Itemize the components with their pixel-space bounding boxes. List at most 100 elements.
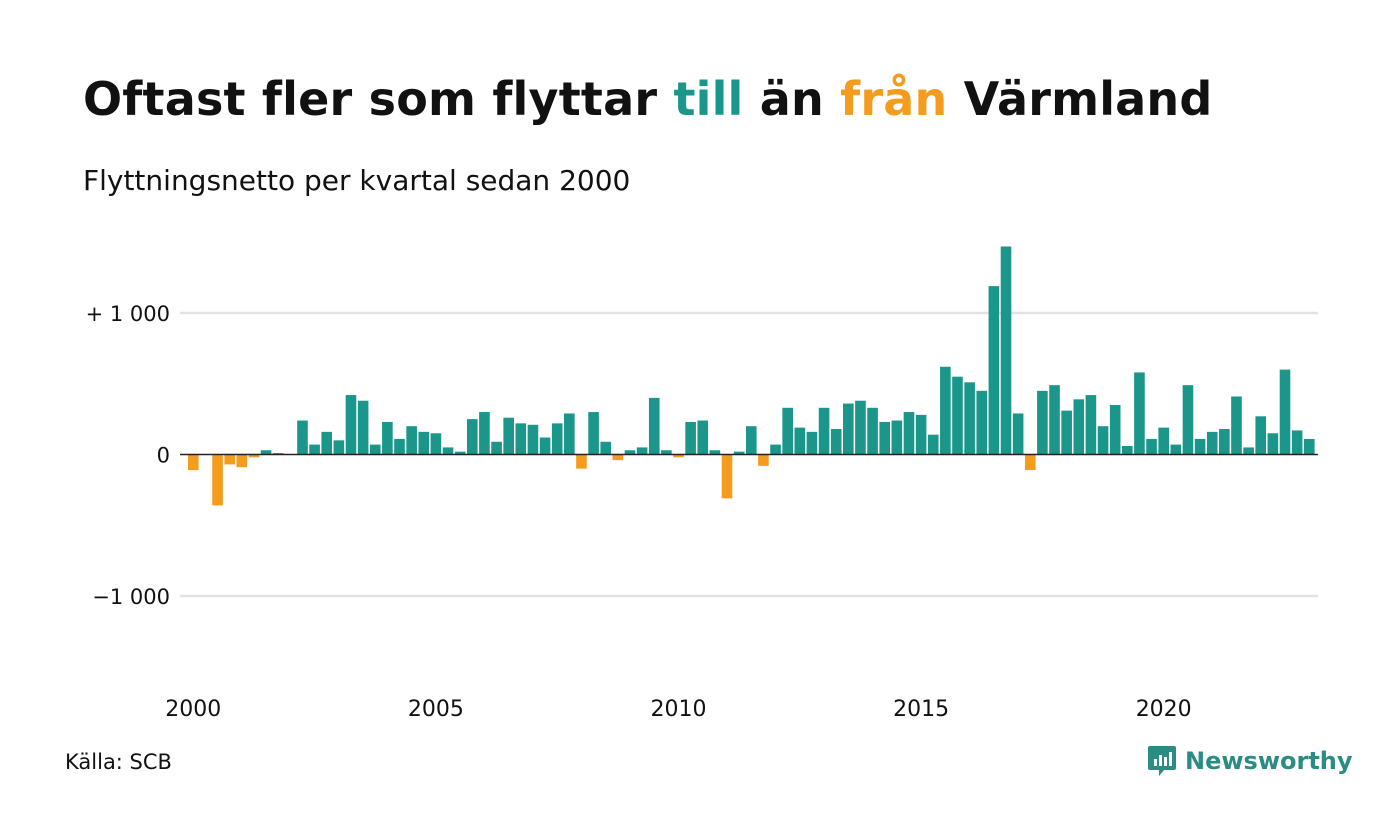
bar [309, 444, 320, 455]
bar [818, 407, 830, 455]
bar [624, 450, 636, 455]
bar-chart: + 1 000 0 −1 000 2000 2005 2010 2015 2020 [86, 246, 1318, 722]
bar [770, 444, 781, 455]
bar [576, 454, 587, 469]
bar [1024, 454, 1036, 471]
bar [1182, 385, 1194, 455]
bar [843, 403, 854, 455]
bar [636, 447, 648, 455]
bar [1158, 427, 1169, 455]
bar [1303, 438, 1315, 455]
bar [745, 426, 757, 455]
chart-subtitle: Flyttningsnetto per kvartal sedan 2000 [83, 164, 631, 197]
bar [333, 440, 345, 455]
bar [721, 454, 733, 499]
title-part-3: Värmland [947, 72, 1213, 126]
bar [539, 437, 551, 455]
bar [1097, 426, 1109, 455]
x-tick-label: 2005 [408, 697, 464, 722]
bar [612, 454, 624, 461]
title-highlight-till: till [673, 72, 744, 126]
title-part-1: Oftast fler som flyttar [83, 72, 674, 126]
bar [673, 454, 684, 458]
bar [248, 454, 260, 458]
bar [1219, 429, 1230, 455]
bar [733, 451, 745, 455]
y-tick-label: −1 000 [92, 585, 170, 609]
bar [697, 420, 709, 455]
bar [758, 454, 769, 466]
bar [527, 424, 539, 455]
axes: + 1 000 0 −1 000 2000 2005 2010 2015 2020 [86, 302, 1318, 722]
bar [466, 419, 478, 455]
source-note: Källa: SCB [65, 750, 172, 774]
bar [564, 413, 575, 455]
bar [1037, 390, 1048, 455]
bar [1049, 385, 1060, 455]
bar [212, 454, 223, 506]
bar [260, 450, 272, 455]
bar [794, 427, 806, 455]
bar [418, 431, 430, 455]
bar [976, 390, 988, 455]
bar [588, 412, 599, 455]
bar [940, 366, 951, 455]
bar [830, 429, 842, 455]
brand-name: Newsworthy [1185, 747, 1353, 775]
bar [1206, 431, 1218, 455]
bar [297, 420, 308, 455]
bar [867, 407, 878, 455]
y-tick-label: 0 [157, 444, 170, 468]
bar [1243, 447, 1254, 455]
bar [964, 382, 975, 455]
chart-title: Oftast fler som flyttar till än från Vär… [83, 72, 1213, 126]
bar [406, 426, 417, 455]
bar [188, 454, 199, 471]
bar [357, 400, 369, 455]
bar [927, 434, 939, 455]
bars [188, 246, 1315, 506]
bar [1291, 430, 1303, 455]
bar [903, 412, 915, 455]
bar [321, 431, 333, 455]
bar [1267, 433, 1279, 455]
bar [1231, 396, 1242, 455]
bar [491, 441, 502, 455]
bar [782, 407, 793, 455]
bar [600, 441, 612, 455]
bar [1122, 446, 1133, 455]
bar [551, 423, 563, 455]
bar [806, 431, 818, 455]
bar [1012, 413, 1024, 455]
bar [1194, 438, 1206, 455]
title-part-2: än [743, 72, 841, 126]
bar [515, 423, 527, 455]
bar [855, 400, 866, 455]
bar [224, 454, 235, 465]
x-tick-label: 2020 [1136, 697, 1192, 722]
bar [915, 414, 927, 455]
brand-logo: Newsworthy [1147, 744, 1353, 778]
bar [1109, 404, 1121, 455]
bar [879, 421, 891, 455]
title-highlight-fran: från [840, 72, 948, 126]
bar [648, 397, 660, 455]
newsworthy-logo-icon [1148, 746, 1176, 776]
bar [236, 454, 248, 468]
x-tick-label: 2015 [893, 697, 949, 722]
bar [369, 444, 381, 455]
y-tick-label: + 1 000 [86, 302, 170, 326]
bar [1085, 395, 1097, 455]
x-tick-label: 2010 [651, 697, 707, 722]
bar [988, 286, 1000, 455]
bar [1279, 369, 1291, 455]
bar [891, 420, 903, 455]
bar [1000, 246, 1012, 455]
bar [1146, 438, 1157, 455]
bar [345, 395, 357, 455]
bar [430, 433, 442, 455]
bar [1255, 416, 1267, 455]
bar [1170, 444, 1182, 455]
x-tick-label: 2000 [165, 697, 221, 722]
bar [382, 421, 393, 455]
